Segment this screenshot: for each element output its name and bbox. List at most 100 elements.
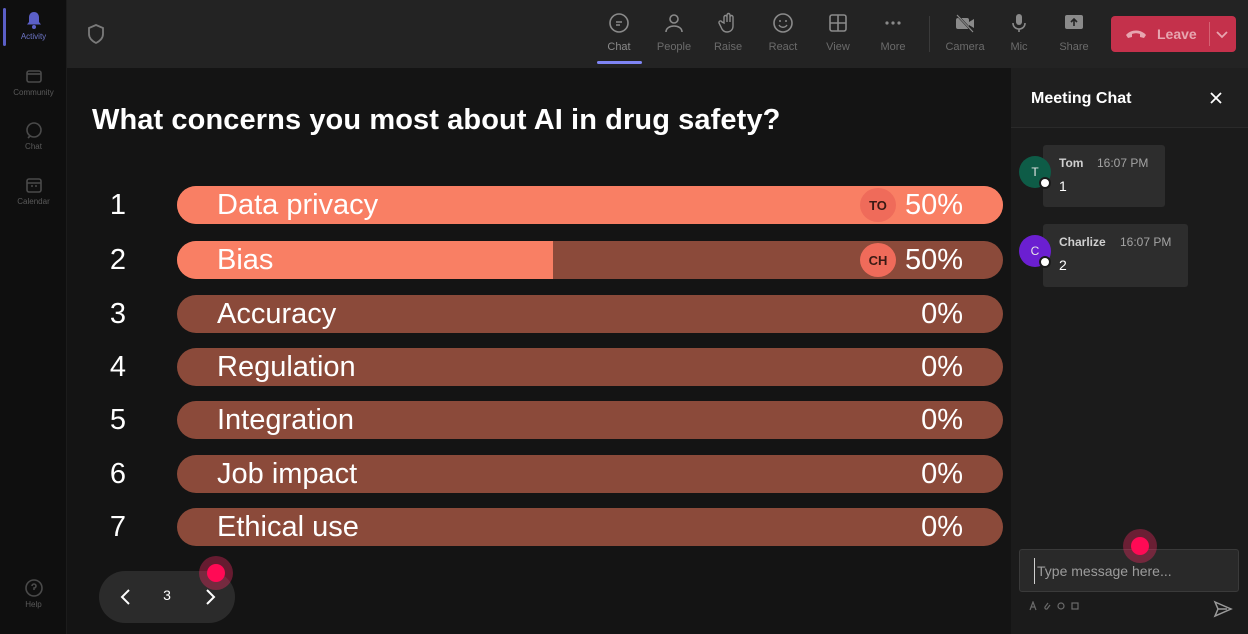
camera-label: Camera	[945, 41, 985, 53]
option-percentage: 0%	[921, 298, 963, 330]
pointer-highlight	[199, 556, 233, 590]
leave-button[interactable]: Leave	[1111, 16, 1236, 52]
share-button[interactable]: Share	[1047, 10, 1101, 60]
rail-item-activity[interactable]: Activity	[0, 8, 67, 58]
hang-up-icon	[1126, 30, 1146, 38]
option-number: 3	[109, 298, 127, 330]
emoji-icon[interactable]	[1057, 601, 1065, 611]
rail-item-calendar[interactable]: Calendar	[0, 173, 67, 223]
voter-avatar: TO	[860, 188, 896, 222]
chat-icon	[609, 13, 629, 33]
option-result-bar[interactable]: Integration 0%	[177, 401, 1003, 439]
rail-label: Community	[13, 88, 54, 97]
format-toolbar	[1029, 601, 1079, 615]
community-icon	[25, 70, 42, 83]
chat-button[interactable]: Chat	[592, 10, 646, 60]
poll-option-row: 1 Data privacy TO 50%	[67, 186, 1009, 224]
help-icon	[24, 579, 43, 597]
shield-icon[interactable]	[87, 24, 105, 44]
leave-divider	[1209, 22, 1210, 46]
hand-icon	[718, 12, 734, 33]
rail-label: Calendar	[17, 197, 50, 206]
rail-active-indicator	[3, 8, 6, 46]
option-percentage: 50%	[904, 244, 963, 276]
chevron-down-icon[interactable]	[1215, 27, 1229, 41]
chevron-right-icon[interactable]	[199, 586, 221, 608]
option-number: 1	[109, 189, 127, 221]
option-label: Job impact	[217, 458, 358, 490]
send-icon[interactable]	[1213, 599, 1233, 619]
share-label: Share	[1059, 41, 1089, 53]
presence-status	[1039, 256, 1051, 268]
meeting-toolbar: Chat People Raise React View More Camera	[67, 0, 1248, 68]
mic-button[interactable]: Mic	[992, 10, 1046, 60]
meeting-chat-panel: Meeting Chat Tom 16:07 PM 1 T Charlize 1…	[1011, 68, 1248, 634]
attach-icon[interactable]	[1043, 601, 1051, 611]
react-button[interactable]: React	[756, 10, 810, 60]
camera-button[interactable]: Camera	[938, 10, 992, 60]
people-button[interactable]: People	[647, 10, 701, 60]
app-rail: Activity Community Chat Calendar Help	[0, 0, 67, 634]
bell-icon	[26, 12, 41, 29]
format-icon[interactable]	[1029, 601, 1037, 611]
option-label: Integration	[217, 404, 355, 436]
poll-stage: What concerns you most about AI in drug …	[67, 68, 1009, 634]
page-number: 3	[163, 587, 171, 603]
raise-label: Raise	[713, 41, 743, 53]
option-label: Regulation	[217, 351, 356, 383]
camera-off-icon	[956, 14, 974, 33]
rail-item-help[interactable]: Help	[0, 576, 67, 626]
option-percentage: 0%	[921, 458, 963, 490]
option-percentage: 0%	[921, 351, 963, 383]
option-number: 6	[109, 458, 127, 490]
option-percentage: 0%	[921, 511, 963, 543]
calendar-icon	[25, 178, 42, 193]
view-button[interactable]: View	[811, 10, 865, 60]
avatar-initial: T	[1031, 165, 1039, 179]
message-author: Charlize	[1059, 235, 1106, 249]
option-label: Accuracy	[217, 298, 337, 330]
option-result-bar[interactable]: Job impact 0%	[177, 455, 1003, 493]
option-label: Ethical use	[217, 511, 359, 543]
poll-option-row: 2 Bias CH 50%	[67, 241, 1009, 279]
option-result-bar[interactable]: Bias CH 50%	[177, 241, 1003, 279]
grid-view-icon	[829, 14, 847, 32]
poll-option-row: 4 Regulation 0%	[67, 348, 1009, 386]
option-number: 7	[109, 511, 127, 543]
message-text: 2	[1059, 257, 1067, 273]
message-time: 16:07 PM	[1097, 156, 1149, 170]
rail-item-community[interactable]: Community	[0, 64, 67, 114]
emoji-icon	[773, 13, 793, 33]
option-result-bar[interactable]: Data privacy TO 50%	[177, 186, 1003, 224]
rail-label: Help	[25, 600, 42, 609]
chevron-left-icon[interactable]	[115, 586, 137, 608]
message-input[interactable]	[1034, 558, 1230, 584]
avatar: C	[1019, 235, 1051, 268]
option-result-bar[interactable]: Accuracy 0%	[177, 295, 1003, 333]
rail-item-chat[interactable]: Chat	[0, 118, 67, 168]
share-screen-icon	[1065, 15, 1083, 29]
presence-status	[1039, 177, 1051, 189]
more-label: More	[880, 41, 906, 53]
option-result-bar[interactable]: Ethical use 0%	[177, 508, 1003, 546]
gif-icon[interactable]	[1071, 601, 1079, 611]
option-number: 4	[109, 351, 127, 383]
message-bubble: Tom 16:07 PM 1	[1043, 145, 1165, 207]
poll-option-row: 6 Job impact 0%	[67, 455, 1009, 493]
avatar: T	[1019, 156, 1051, 189]
poll-question: What concerns you most about AI in drug …	[92, 104, 781, 136]
option-label: Bias	[217, 244, 274, 276]
option-number: 2	[109, 244, 127, 276]
option-result-bar[interactable]: Regulation 0%	[177, 348, 1003, 386]
option-percentage: 50%	[904, 189, 963, 221]
mic-icon	[1012, 14, 1026, 32]
raise-hand-button[interactable]: Raise	[701, 10, 755, 60]
people-label: People	[656, 41, 692, 53]
message-author: Tom	[1059, 156, 1084, 170]
poll-option-row: 7 Ethical use 0%	[67, 508, 1009, 546]
more-button[interactable]: More	[866, 10, 920, 60]
pointer-highlight	[1123, 529, 1157, 563]
toolbar-divider	[929, 16, 930, 52]
close-icon[interactable]	[1208, 90, 1224, 106]
